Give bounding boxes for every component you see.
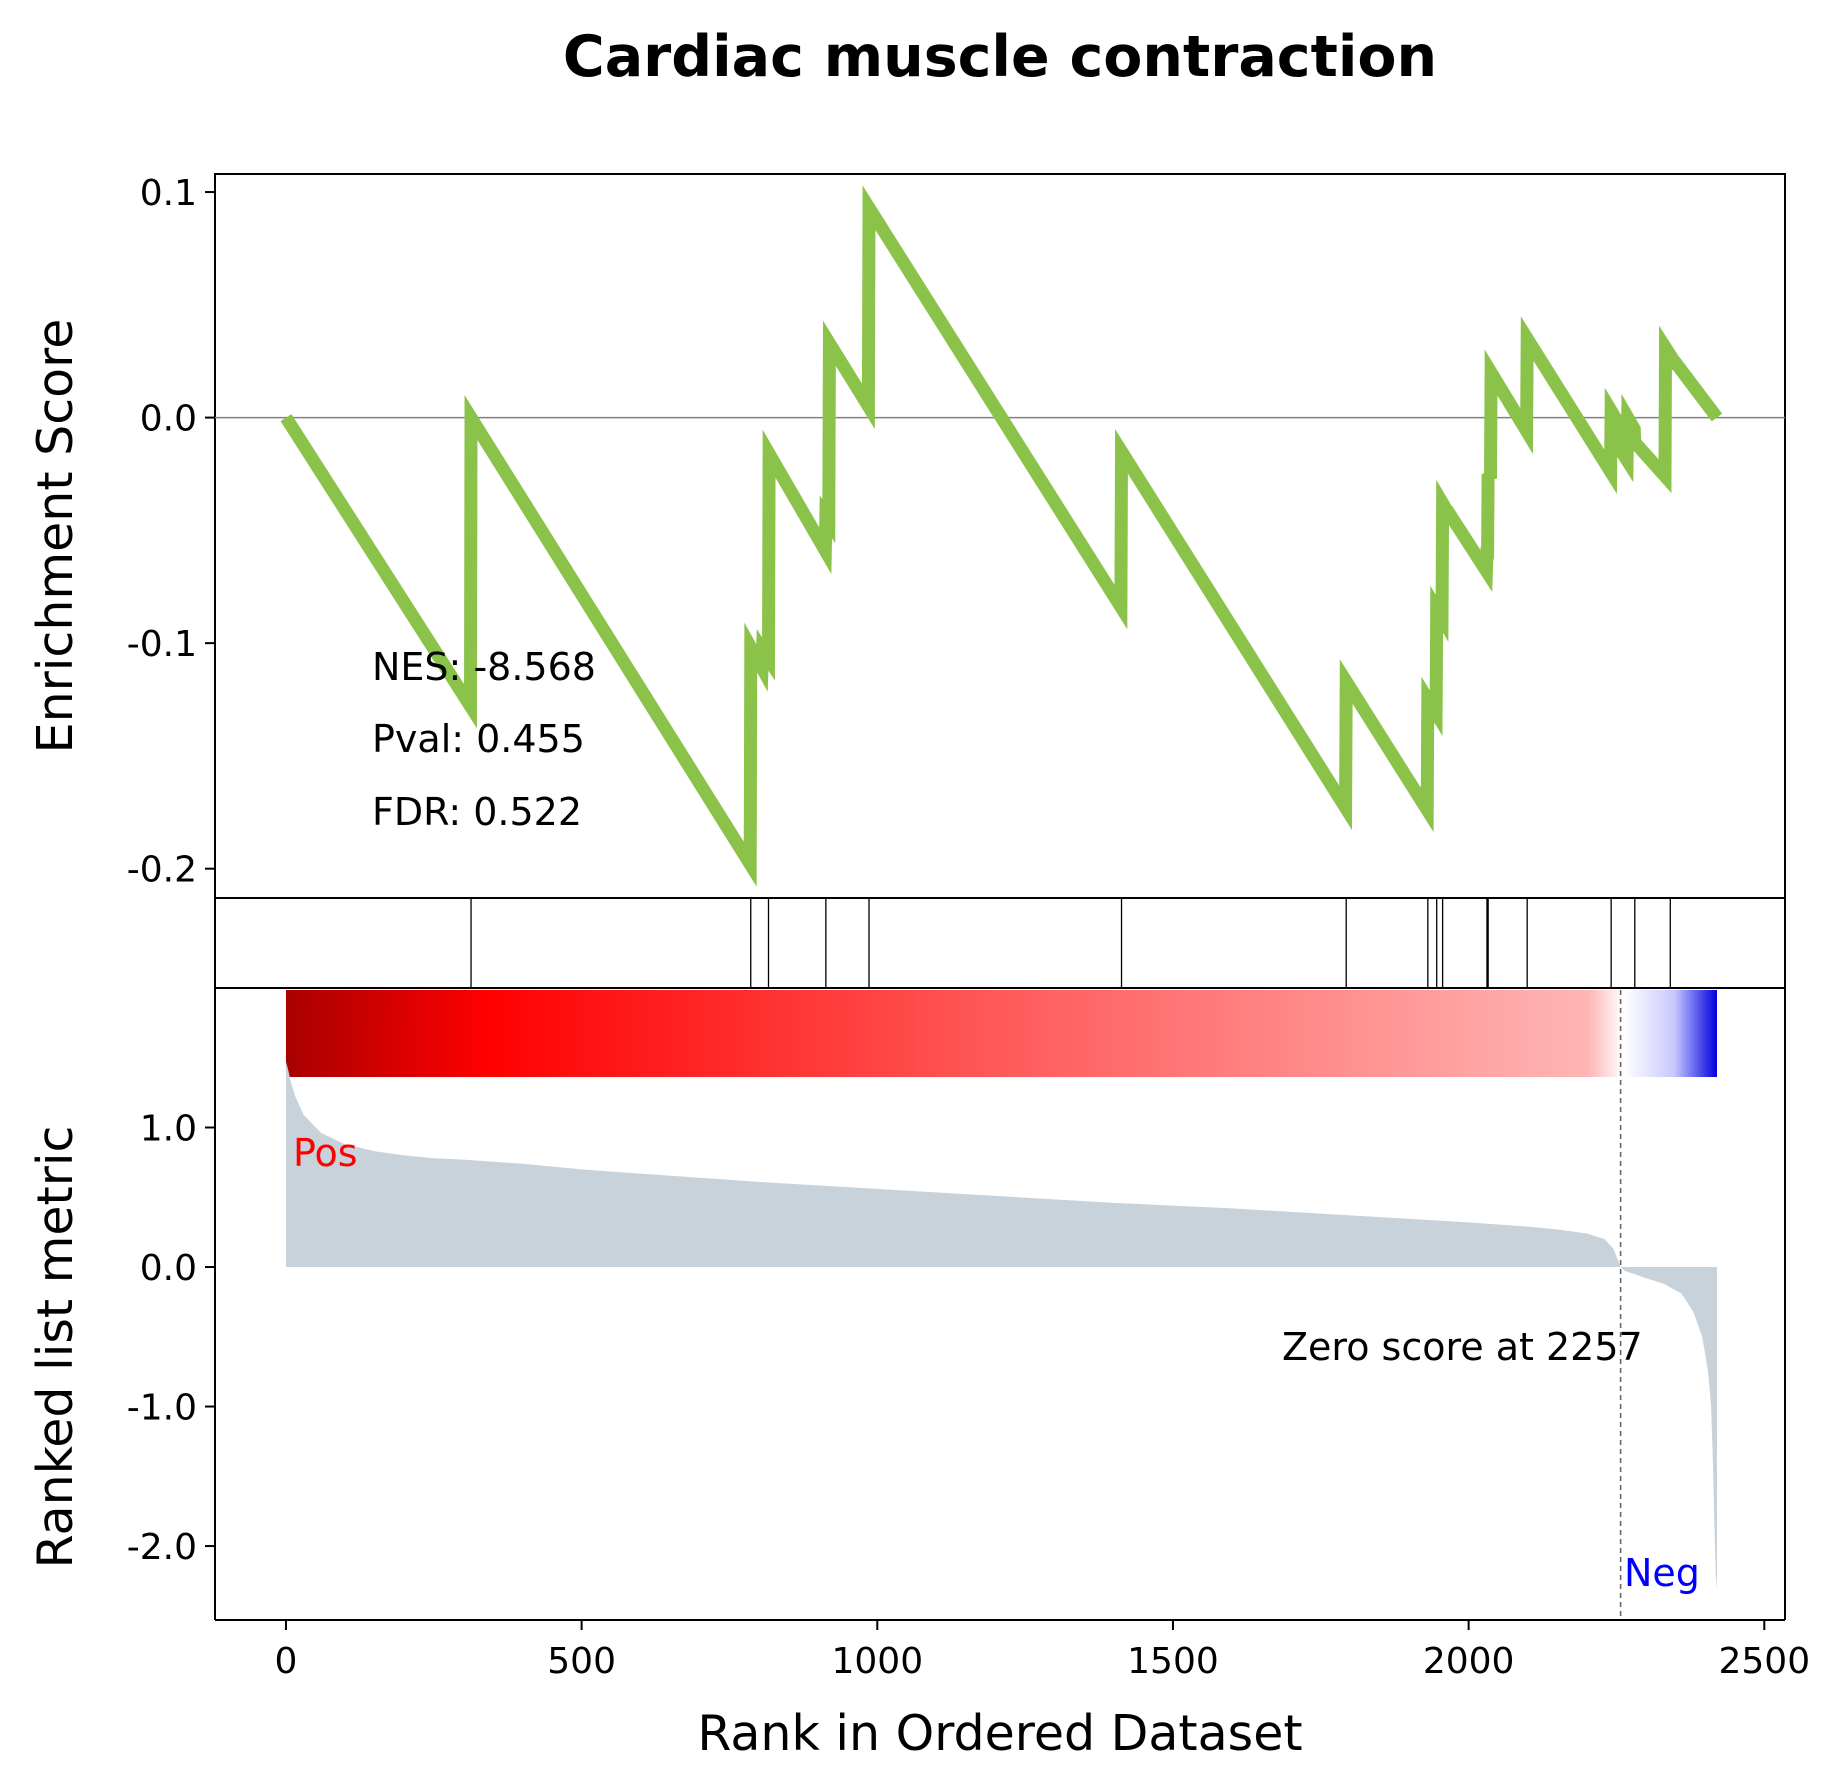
ranked-metric-area bbox=[286, 1061, 1717, 1591]
es-ytick-label: 0.0 bbox=[140, 399, 197, 440]
metric-ytick-label: -1.0 bbox=[127, 1388, 197, 1429]
hits-panel bbox=[214, 897, 1786, 989]
metric-ytick-label: 1.0 bbox=[140, 1109, 197, 1150]
zero-score-label: Zero score at 2257 bbox=[1282, 1325, 1643, 1369]
chart-title: Cardiac muscle contraction bbox=[563, 24, 1437, 90]
hits-panel-frame bbox=[214, 897, 1786, 989]
xtick-label: 500 bbox=[547, 1641, 616, 1682]
x-axis: 0 500 1000 1500 2000 2500 bbox=[275, 1620, 1810, 1682]
xtick-label: 2500 bbox=[1718, 1641, 1810, 1682]
es-curve bbox=[280, 185, 1723, 887]
metric-y-axis-label: Ranked list metric bbox=[27, 1126, 84, 1569]
xtick-label: 2000 bbox=[1423, 1641, 1515, 1682]
es-y-axis-label: Enrichment Score bbox=[27, 319, 84, 754]
hit-lines bbox=[470, 898, 1671, 988]
ranked-metric-panel: Pos Neg Zero score at 2257 1.0 0.0 -1.0 -2.… bbox=[127, 988, 1810, 1682]
es-y-axis: 0.1 0.0 -0.1 -0.2 bbox=[127, 173, 215, 891]
metric-ytick-label: -2.0 bbox=[127, 1527, 197, 1568]
fdr-annotation: FDR: 0.522 bbox=[372, 790, 582, 834]
neg-label: Neg bbox=[1624, 1551, 1700, 1595]
x-axis-label: Rank in Ordered Dataset bbox=[697, 1705, 1302, 1762]
es-ytick-label: 0.1 bbox=[140, 173, 197, 214]
es-ytick-label: -0.2 bbox=[127, 850, 197, 891]
rank-colorbar bbox=[285, 990, 1717, 1077]
xtick-label: 1500 bbox=[1127, 1641, 1219, 1682]
metric-y-axis: 1.0 0.0 -1.0 -2.0 bbox=[127, 1109, 215, 1568]
xtick-label: 1000 bbox=[831, 1641, 923, 1682]
pval-annotation: Pval: 0.455 bbox=[372, 717, 585, 761]
pos-label: Pos bbox=[293, 1131, 358, 1175]
enrichment-score-panel: 0.1 0.0 -0.1 -0.2 NES: -8.568 Pval: 0.455 F… bbox=[127, 173, 1786, 899]
es-ytick-label: -0.1 bbox=[127, 624, 197, 665]
xtick-label: 0 bbox=[275, 1641, 298, 1682]
metric-ytick-label: 0.0 bbox=[140, 1248, 197, 1289]
nes-annotation: NES: -8.568 bbox=[372, 645, 596, 689]
